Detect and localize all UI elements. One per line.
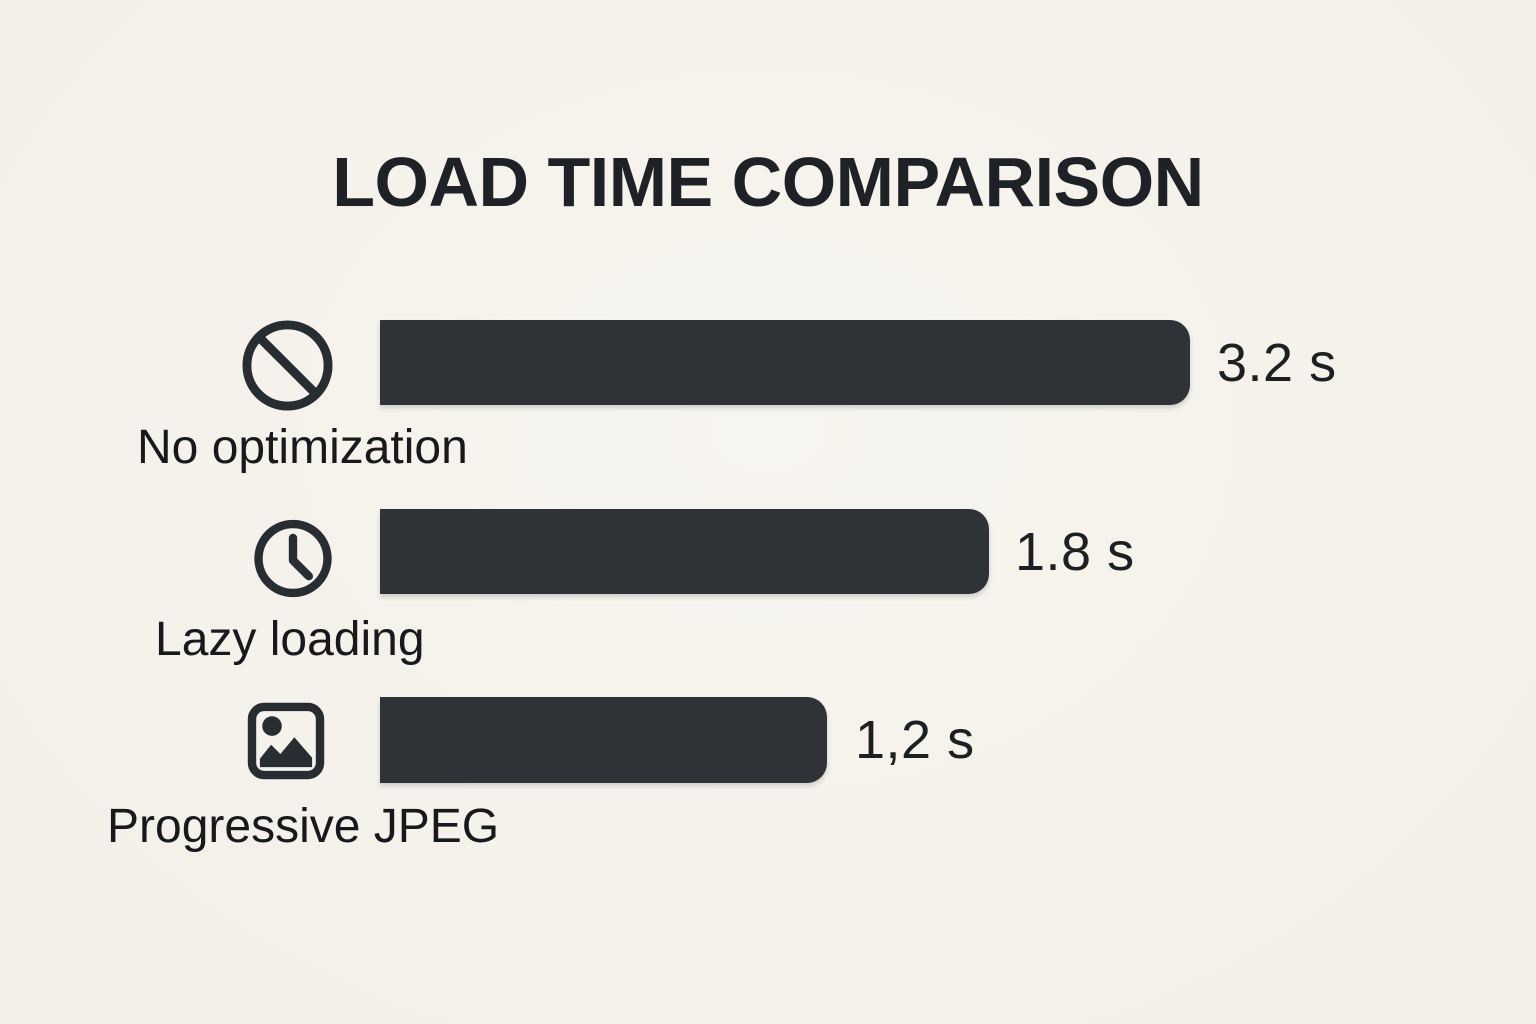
bar-progressive-jpeg [380, 697, 827, 783]
bar-value-no-optimization: 3.2 s [1217, 332, 1337, 393]
image-icon [245, 700, 327, 782]
bar-value-lazy-loading: 1.8 s [1015, 521, 1135, 582]
bar-no-optimization [380, 320, 1190, 405]
chart-title: LOAD TIME COMPARISON [332, 143, 1204, 221]
bar-lazy-loading [380, 509, 989, 594]
no-symbol-icon [240, 318, 335, 413]
bar-label-no-optimization: No optimization [137, 421, 468, 474]
bar-label-progressive-jpeg: Progressive JPEG [107, 800, 500, 853]
clock-icon [252, 517, 334, 600]
bar-value-progressive-jpeg: 1,2 s [855, 710, 975, 770]
bar-label-lazy-loading: Lazy loading [155, 613, 425, 666]
